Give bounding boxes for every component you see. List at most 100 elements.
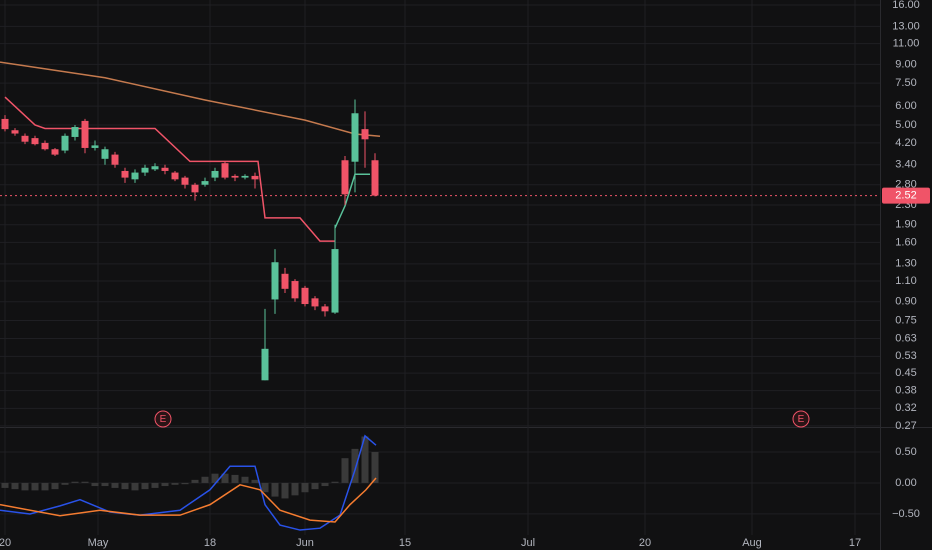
histogram-bar [141,482,149,490]
candle-body [331,249,339,313]
candle-body [371,160,379,196]
x-tick-label: 17 [849,537,861,549]
candle-body [151,166,159,170]
histogram-bar [321,482,329,487]
y-tick-label: 0.32 [895,402,916,414]
histogram-bar [181,482,189,485]
histogram-bar [341,458,349,483]
y-tick-label: 0.00 [895,477,916,489]
candle-body [191,184,199,193]
candle-body [251,175,259,180]
histogram-bar [331,481,339,483]
candle-body [111,154,119,165]
candle-body [61,135,69,151]
earnings-marker [792,410,810,428]
indicator-line [4,96,335,242]
candle-body [321,306,329,312]
histogram-bar [11,482,19,490]
y-tick-label: 1.30 [895,258,916,270]
candle-body [341,160,349,195]
histogram-bar [41,482,49,491]
histogram-bar [161,482,169,487]
candle-body [141,167,149,173]
y-tick-label: 7.50 [895,77,916,89]
y-tick-label: 0.75 [895,314,916,326]
x-tick-label: May [88,537,109,549]
candle-body [1,118,9,130]
y-tick-label: 1.90 [895,219,916,231]
candle-body [211,170,219,178]
candle-body [101,149,109,159]
y-tick-label: 1.60 [895,236,916,248]
candle-body [281,273,289,289]
macd-line [0,477,377,523]
y-tick-label: 1.10 [895,275,916,287]
candle-body [81,120,89,148]
candle-body [261,348,269,381]
candle-body [31,138,39,145]
x-tick-label: 20 [0,537,11,549]
histogram-bar [131,482,139,491]
histogram-bar [191,479,199,483]
candle-body [41,142,49,150]
candle-body [11,130,19,134]
histogram-bar [101,482,109,487]
candle-body [241,175,249,178]
histogram-bar [201,476,209,483]
y-tick-label: 0.63 [895,332,916,344]
histogram-bar [231,474,239,483]
x-tick-label: 20 [639,537,651,549]
candle-body [221,163,229,178]
indicator-line [0,61,381,138]
histogram-bar [1,482,9,488]
x-tick-label: Jun [296,537,314,549]
histogram-bar [371,451,379,483]
histogram-bar [281,482,289,499]
y-tick-label: 0.45 [895,367,916,379]
y-tick-label: 9.00 [895,58,916,70]
last-price-label: 2.52 [895,189,916,201]
histogram-bar [31,482,39,491]
indicator-line [334,173,370,229]
y-tick-label: −0.50 [892,508,920,520]
y-tick-label: 0.27 [895,420,916,432]
y-tick-label: 0.50 [895,446,916,458]
histogram-bar [21,482,29,491]
histogram-bar [301,482,309,493]
y-tick-label: 0.38 [895,385,916,397]
histogram-bar [291,482,299,496]
candle-body [231,175,239,178]
histogram-bar [171,482,179,485]
candle-body [311,298,319,307]
histogram-bar [251,479,259,483]
histogram-bar [351,448,359,483]
histogram-bar [121,482,129,490]
earnings-marker [154,410,172,428]
candle-body [301,287,309,305]
histogram-bar [361,436,369,483]
histogram-bar [211,473,219,483]
candle-body [351,113,359,162]
histogram-bar [241,476,249,483]
candle-body [131,172,139,180]
histogram-bar [71,481,79,483]
histogram-bar [311,482,319,490]
macd-line [0,434,377,531]
histogram-bar [81,481,89,483]
candle-body [161,167,169,171]
candle-body [21,135,29,142]
candle-body [171,172,179,180]
candle-body [201,181,209,185]
y-tick-label: 3.40 [895,159,916,171]
histogram-bar [261,482,269,493]
histogram-bar [271,482,279,497]
histogram-bar [151,482,159,488]
y-tick-label: 13.00 [892,20,920,32]
x-tick-label: 18 [204,537,216,549]
y-tick-label: 4.20 [895,137,916,149]
y-tick-label: 0.53 [895,350,916,362]
candle-body [271,262,279,300]
histogram-bar [111,482,119,488]
